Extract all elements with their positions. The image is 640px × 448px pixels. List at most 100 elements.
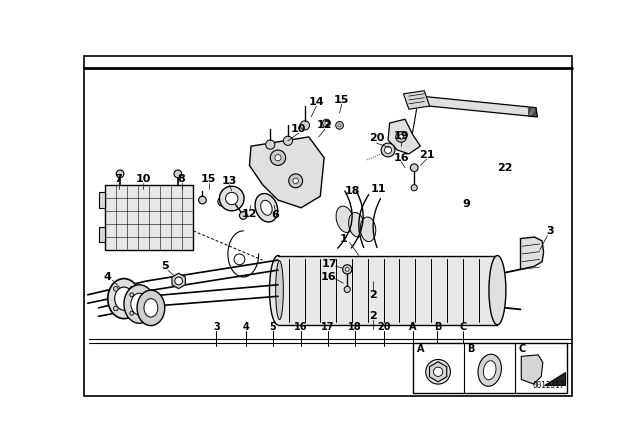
Text: 11: 11: [371, 184, 386, 194]
Circle shape: [426, 359, 451, 384]
Text: 7: 7: [115, 174, 122, 184]
Polygon shape: [172, 273, 186, 289]
Ellipse shape: [478, 354, 501, 386]
Text: 17: 17: [321, 322, 335, 332]
Polygon shape: [388, 119, 420, 154]
Polygon shape: [429, 362, 447, 382]
Ellipse shape: [336, 206, 354, 233]
Circle shape: [300, 121, 310, 130]
Circle shape: [433, 367, 443, 376]
Circle shape: [325, 121, 328, 125]
Circle shape: [346, 267, 349, 271]
Ellipse shape: [260, 200, 272, 215]
Text: 1: 1: [340, 233, 348, 244]
Text: C: C: [459, 322, 467, 332]
Circle shape: [399, 134, 403, 139]
Bar: [413, 343, 566, 392]
Circle shape: [225, 192, 238, 205]
Text: 16: 16: [320, 272, 336, 282]
Text: 9: 9: [463, 199, 470, 209]
Text: 17: 17: [322, 259, 337, 269]
Circle shape: [289, 174, 303, 188]
Ellipse shape: [124, 285, 155, 323]
Circle shape: [113, 306, 118, 311]
Bar: [99, 227, 105, 242]
Circle shape: [270, 150, 285, 165]
Text: 0012317: 0012317: [532, 381, 564, 390]
Text: 3: 3: [213, 322, 220, 332]
Text: 19: 19: [394, 131, 409, 141]
Ellipse shape: [349, 212, 364, 237]
Text: B: B: [468, 344, 475, 353]
Polygon shape: [278, 132, 340, 198]
Ellipse shape: [276, 261, 284, 319]
Polygon shape: [521, 355, 543, 384]
Text: 8: 8: [178, 174, 186, 184]
Text: 4: 4: [242, 322, 249, 332]
Circle shape: [312, 172, 325, 185]
Bar: [105, 185, 193, 250]
Circle shape: [234, 254, 245, 265]
Circle shape: [336, 121, 344, 129]
Circle shape: [342, 265, 352, 274]
Circle shape: [113, 287, 118, 291]
Circle shape: [316, 176, 321, 181]
Text: A: A: [417, 344, 424, 353]
Text: 3: 3: [546, 226, 554, 236]
Circle shape: [381, 143, 395, 157]
Circle shape: [266, 140, 275, 149]
Circle shape: [410, 164, 418, 172]
Circle shape: [130, 306, 134, 311]
Ellipse shape: [489, 255, 506, 325]
Text: 14: 14: [308, 97, 324, 107]
Text: 2: 2: [369, 290, 376, 300]
Polygon shape: [403, 90, 429, 109]
Circle shape: [116, 170, 124, 178]
Circle shape: [130, 287, 134, 291]
Text: 12: 12: [242, 209, 257, 219]
Circle shape: [338, 124, 341, 127]
Circle shape: [220, 186, 244, 211]
Text: 20: 20: [378, 322, 391, 332]
Circle shape: [411, 185, 417, 191]
Circle shape: [239, 211, 247, 220]
Circle shape: [396, 132, 406, 142]
Circle shape: [221, 200, 225, 203]
Ellipse shape: [360, 217, 376, 241]
Text: 5: 5: [161, 260, 168, 271]
Ellipse shape: [269, 255, 287, 325]
Text: 16: 16: [394, 153, 409, 163]
Text: 22: 22: [497, 163, 513, 173]
Circle shape: [385, 146, 392, 154]
Ellipse shape: [131, 293, 148, 315]
Polygon shape: [520, 237, 543, 269]
Text: 5: 5: [269, 322, 276, 332]
Text: 18: 18: [348, 322, 362, 332]
Ellipse shape: [108, 279, 140, 319]
Text: 4: 4: [103, 272, 111, 282]
Ellipse shape: [137, 290, 164, 326]
Circle shape: [218, 197, 227, 206]
Text: 2: 2: [369, 310, 376, 321]
Polygon shape: [543, 372, 565, 385]
Circle shape: [174, 170, 182, 178]
Circle shape: [323, 119, 330, 127]
Text: B: B: [434, 322, 441, 332]
Circle shape: [406, 139, 413, 147]
Circle shape: [344, 286, 350, 293]
Text: 16: 16: [294, 322, 308, 332]
Text: 20: 20: [369, 134, 384, 143]
Circle shape: [130, 293, 134, 297]
Ellipse shape: [255, 194, 278, 222]
Circle shape: [302, 157, 308, 163]
Text: 6: 6: [272, 211, 280, 220]
Text: A: A: [409, 322, 417, 332]
Text: 10: 10: [291, 124, 307, 134]
Circle shape: [145, 293, 149, 297]
Circle shape: [284, 136, 292, 146]
Text: 13: 13: [221, 176, 237, 186]
Circle shape: [293, 178, 298, 184]
Ellipse shape: [144, 299, 158, 317]
Bar: [99, 192, 105, 208]
Text: 15: 15: [201, 174, 216, 184]
